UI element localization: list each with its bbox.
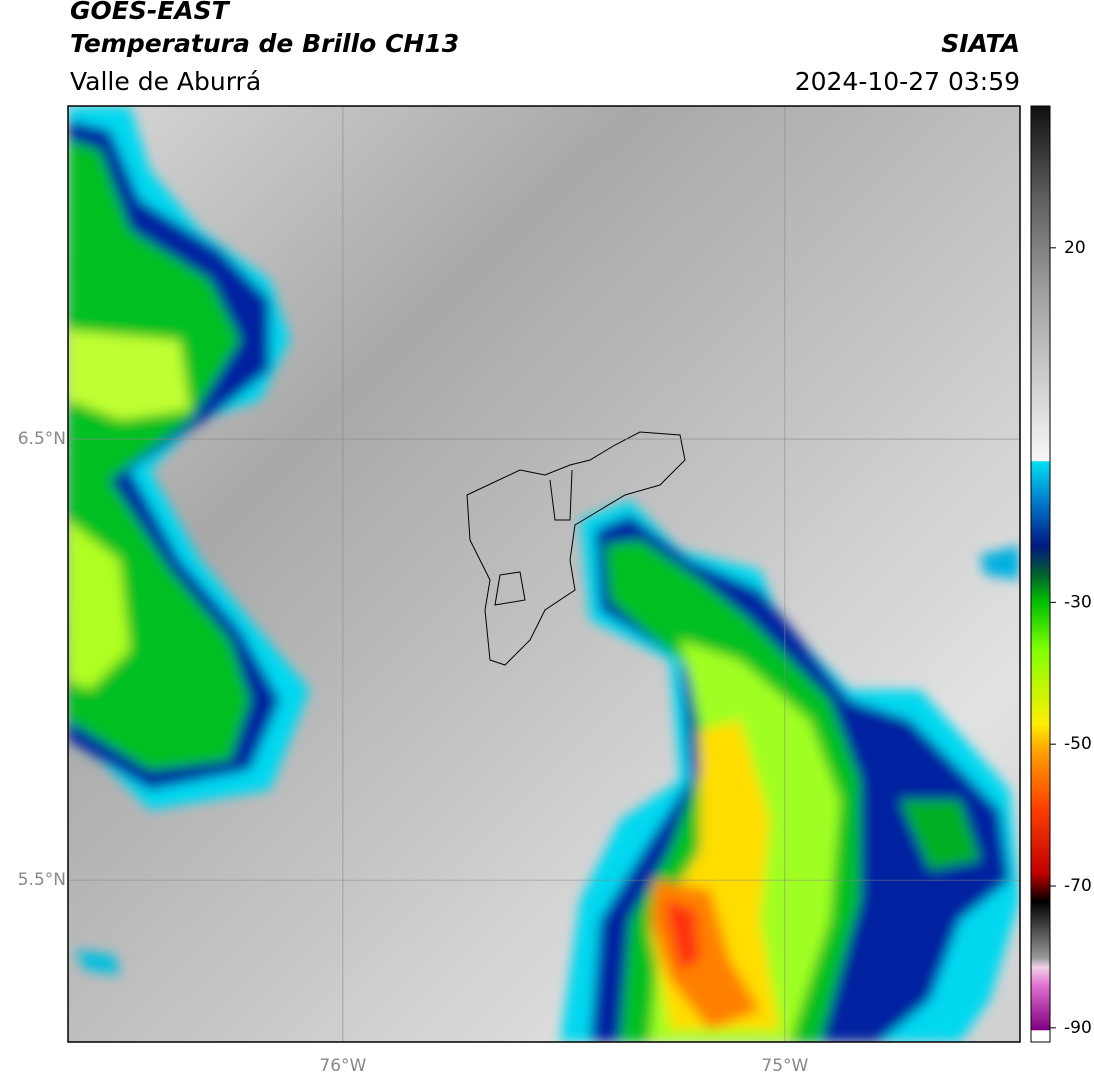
grid <box>68 106 1020 1042</box>
map-area <box>68 106 1020 1042</box>
y-tick-label: 5.5°N <box>18 870 66 890</box>
subtitle: Temperatura de Brillo CH13 <box>70 29 459 58</box>
colorbar-tick-label: -70 <box>1064 876 1092 896</box>
colorbar <box>1030 105 1051 1043</box>
colorbar-tick-label: -30 <box>1064 592 1092 612</box>
region: Valle de Aburrá <box>70 67 261 96</box>
colorbar-tick-label: 20 <box>1064 238 1086 258</box>
datetime: 2024-10-27 03:59 <box>795 67 1020 96</box>
valley-boundary <box>466 431 686 666</box>
x-tick-label: 75°W <box>761 1056 808 1076</box>
colorbar-tick-label: -90 <box>1064 1018 1092 1038</box>
map-frame <box>67 105 1021 1043</box>
source: SIATA <box>941 29 1020 58</box>
cloud-tops <box>68 106 1020 1042</box>
title: GOES-EAST <box>70 0 231 25</box>
x-tick-label: 76°W <box>319 1056 366 1076</box>
colorbar-tick-label: -50 <box>1064 734 1092 754</box>
y-tick-label: 6.5°N <box>18 429 66 449</box>
